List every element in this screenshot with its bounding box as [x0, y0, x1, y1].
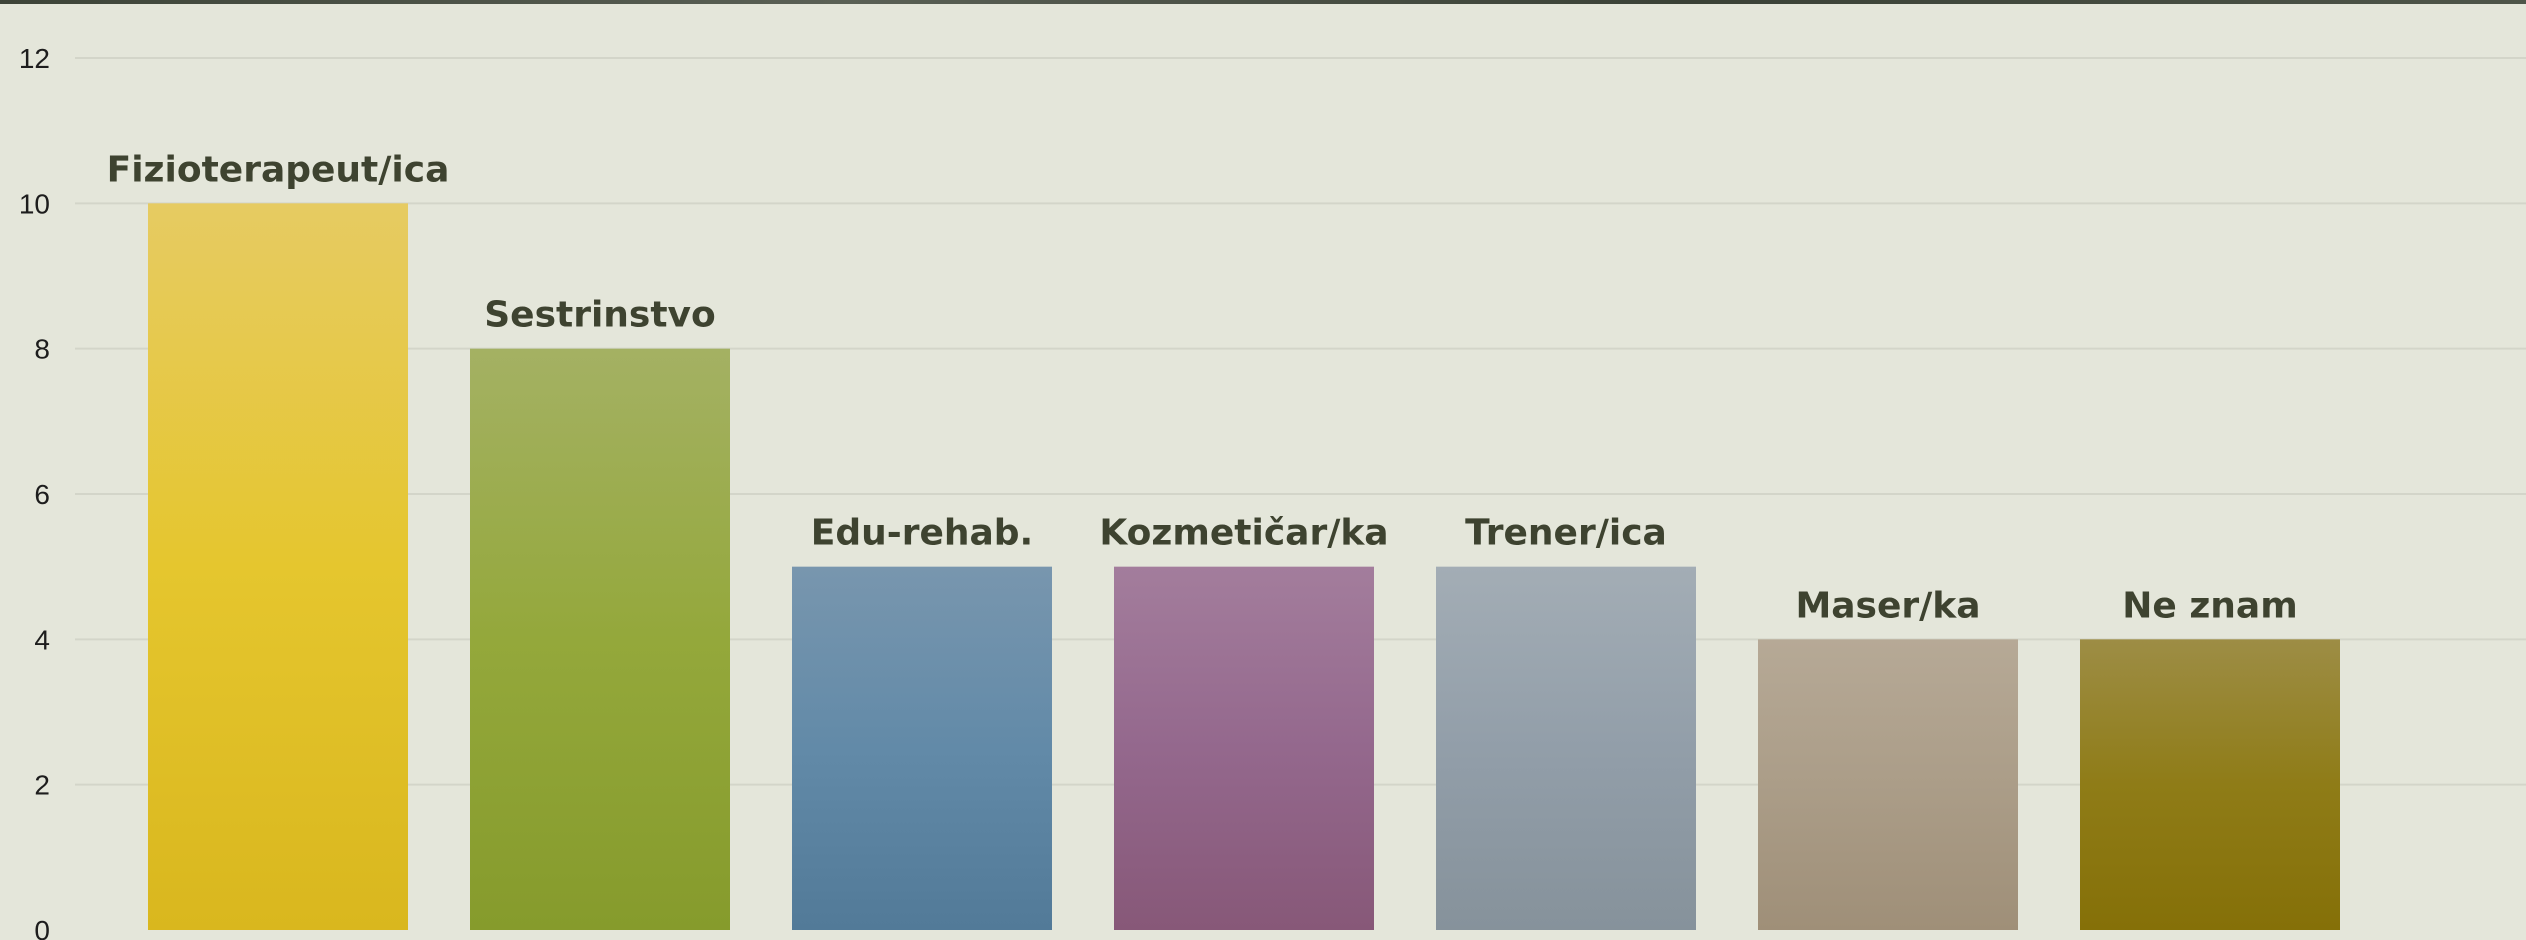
- bar-label-7: Ne znam: [2122, 585, 2297, 626]
- bars: [148, 203, 2340, 931]
- y-tick-label: 4: [34, 624, 50, 655]
- y-tick-label: 2: [34, 770, 50, 801]
- bar-1: [148, 203, 408, 931]
- bar-label-3: Edu-rehab.: [811, 513, 1033, 554]
- y-tick-label: 6: [34, 479, 50, 510]
- y-tick-label: 10: [19, 188, 50, 219]
- bar-label-1: Fizioterapeut/ica: [107, 149, 450, 190]
- y-axis-ticks: 0 2 4 6 8 10 12: [19, 43, 50, 940]
- y-tick-label: 8: [34, 334, 50, 365]
- bar-7: [2080, 639, 2340, 930]
- bar-2: [470, 348, 730, 931]
- bar-label-6: Maser/ka: [1795, 585, 1980, 626]
- bar-4: [1114, 566, 1374, 930]
- data-labels: Fizioterapeut/ica Sestrinstvo Edu-rehab. Ko…: [107, 149, 2298, 626]
- y-tick-label: 0: [34, 915, 50, 940]
- bar-label-4: Kozmetičar/ka: [1099, 513, 1388, 554]
- y-tick-label: 12: [19, 43, 50, 74]
- bar-5: [1436, 566, 1696, 930]
- top-border-strip: [0, 0, 2526, 4]
- bar-label-5: Trener/ica: [1465, 513, 1667, 554]
- bar-label-2: Sestrinstvo: [484, 295, 716, 336]
- bar-3: [792, 566, 1052, 930]
- bar-6: [1758, 639, 2018, 930]
